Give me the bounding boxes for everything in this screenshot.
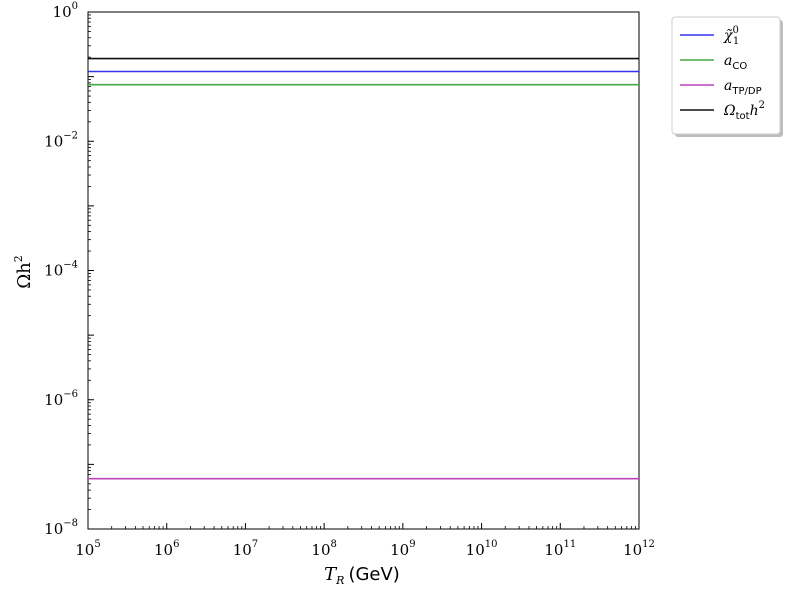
x-tick-label: 1012 [623, 539, 655, 559]
x-tick-label: 107 [233, 539, 258, 559]
x-tick-label: 105 [75, 539, 100, 559]
y-axis-label: Ωh2 [12, 255, 35, 289]
x-tick-label: 109 [390, 539, 415, 559]
x-tick-label: 106 [154, 539, 179, 559]
legend-label: χ̃0 1 [723, 25, 739, 47]
y-tick-label: 10−2 [44, 130, 78, 150]
x-tick-label: 108 [311, 539, 336, 559]
legend-label: aCO [724, 53, 747, 72]
legend-label: aTP/DP [724, 78, 762, 97]
y-tick-label: 10−6 [44, 389, 78, 409]
legend-box [671, 16, 781, 135]
legend: χ̃0 1 aCO aTP/DP Ωtoth2 [671, 16, 783, 137]
y-tick-label: 10−8 [44, 518, 78, 538]
series-lines [88, 57, 639, 480]
legend-label: Ωtoth2 [723, 100, 765, 122]
x-tick-label: 1010 [466, 539, 498, 559]
y-tick-label: 100 [53, 1, 78, 21]
axis-ticks: 105 106 107 108 109 1010 1011 1012 100 10−2 10−4 10… [44, 1, 655, 559]
x-axis-label: TR (GeV) [324, 564, 400, 587]
plot-frame [87, 11, 640, 530]
x-tick-label: 1011 [544, 539, 576, 559]
y-tick-label: 10−4 [44, 260, 78, 280]
